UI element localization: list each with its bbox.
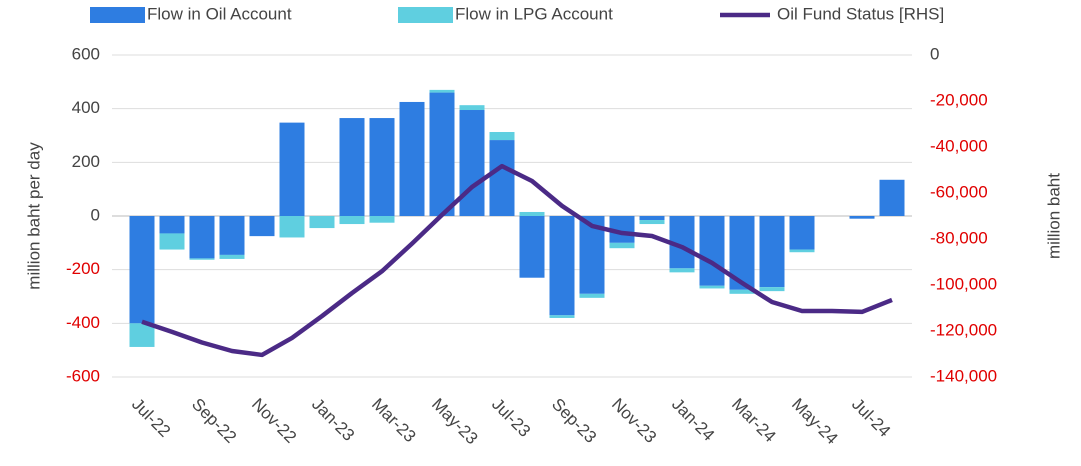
bar: [369, 118, 395, 216]
y-tick-label: 0: [91, 205, 100, 224]
y2-tick-label: -60,000: [930, 182, 988, 201]
bar: [549, 216, 575, 316]
x-tick-label: Jul-22: [128, 395, 174, 441]
bar: [309, 216, 335, 229]
legend-swatch: [398, 7, 453, 23]
bar: [129, 323, 155, 347]
x-tick-label: Sep-23: [548, 395, 600, 447]
x-tick-label: Jan-23: [308, 395, 358, 445]
legend-label: Flow in Oil Account: [147, 4, 292, 23]
bar: [219, 216, 245, 255]
x-tick-label: Mar-23: [368, 395, 420, 447]
bar: [609, 242, 635, 249]
bar: [699, 216, 725, 286]
line: [141, 163, 893, 358]
y-tick-label: 200: [72, 152, 100, 171]
bar: [699, 285, 725, 289]
legend-label: Oil Fund Status [RHS]: [777, 4, 944, 23]
bar: [489, 140, 515, 216]
x-tick-label: Mar-24: [728, 395, 780, 447]
bar: [159, 216, 185, 234]
bar: [519, 211, 545, 216]
bar: [789, 249, 815, 253]
bar: [189, 258, 215, 260]
bar: [279, 216, 305, 238]
bar: [339, 118, 365, 216]
y-tick-label: -400: [66, 313, 100, 332]
bar: [879, 179, 905, 216]
bar: [789, 216, 815, 250]
bar: [429, 89, 455, 93]
y2-tick-label: -40,000: [930, 136, 988, 155]
bar: [759, 287, 785, 292]
x-tick-label: Jul-23: [488, 395, 534, 441]
bar: [579, 293, 605, 298]
bar: [639, 216, 665, 221]
bar: [489, 132, 515, 141]
y2-tick-label: -140,000: [930, 366, 997, 385]
bar: [159, 233, 185, 250]
x-tick-label: Jul-24: [848, 395, 894, 441]
bar: [459, 105, 485, 111]
x-tick-label: Nov-22: [248, 395, 300, 447]
y2-tick-label: 0: [930, 44, 939, 63]
bar: [639, 220, 665, 225]
bar: [729, 289, 755, 294]
bar: [669, 268, 695, 273]
y-tick-label: 400: [72, 98, 100, 117]
x-tick-label: May-23: [428, 395, 482, 449]
bar: [249, 216, 275, 237]
bar: [129, 216, 155, 324]
bar: [459, 110, 485, 216]
y-axis-title: million baht per day: [24, 142, 43, 290]
bar: [399, 101, 425, 216]
bar: [429, 92, 455, 216]
bar: [189, 216, 215, 259]
bar: [759, 216, 785, 288]
y-tick-label: -600: [66, 366, 100, 385]
y-tick-label: -200: [66, 259, 100, 278]
x-tick-label: Jan-24: [668, 395, 718, 445]
y2-axis-title: million baht: [1044, 173, 1063, 259]
bar: [339, 216, 365, 225]
bar: [849, 216, 875, 219]
x-tick-label: Sep-22: [188, 395, 240, 447]
legend-swatch: [90, 7, 145, 23]
bar: [279, 122, 305, 216]
x-tick-label: May-24: [788, 395, 842, 449]
y2-tick-label: -120,000: [930, 320, 997, 339]
y-tick-label: 600: [72, 44, 100, 63]
y2-tick-label: -80,000: [930, 228, 988, 247]
bar: [549, 315, 575, 318]
x-tick-label: Nov-23: [608, 395, 660, 447]
legend-label: Flow in LPG Account: [455, 4, 613, 23]
y2-tick-label: -20,000: [930, 90, 988, 109]
bar: [219, 254, 245, 259]
y2-tick-label: -100,000: [930, 274, 997, 293]
bar: [369, 216, 395, 223]
bar: [519, 216, 545, 278]
